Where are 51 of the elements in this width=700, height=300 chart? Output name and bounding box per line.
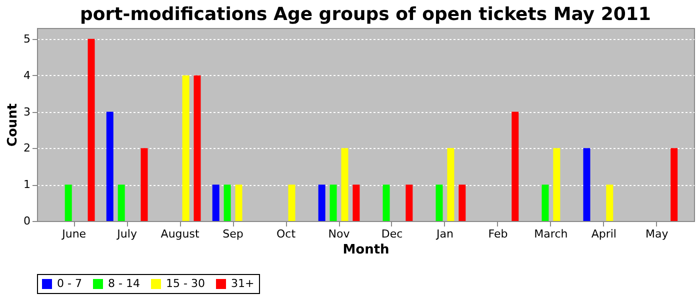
bar [194, 75, 201, 221]
x-tick-label: March [534, 228, 568, 240]
bar [542, 184, 549, 221]
bar [330, 184, 337, 221]
bar [341, 148, 348, 221]
x-axis-title: Month [342, 242, 390, 258]
bar [288, 184, 296, 221]
y-tick-label: 3 [24, 105, 30, 118]
bar [458, 184, 466, 221]
y-tick-label: 5 [24, 32, 30, 46]
x-tick-label: Nov [328, 228, 350, 240]
bar [64, 184, 72, 221]
bar [447, 148, 454, 221]
bar [583, 148, 590, 221]
chart-title: port-modifications Age groups of open tickets May 2011 [80, 4, 651, 25]
bar [382, 184, 390, 221]
bar [352, 184, 360, 221]
bar [182, 75, 190, 221]
bar [88, 38, 95, 221]
bar [106, 112, 114, 221]
bar [670, 148, 678, 221]
legend-label: 15 - 30 [166, 277, 205, 290]
bar [212, 184, 220, 221]
x-tick-label: May [646, 228, 669, 240]
bar [140, 148, 148, 221]
x-tick-label: April [591, 228, 617, 240]
x-tick-label: Sep [222, 228, 244, 240]
bar [406, 184, 413, 221]
legend-label: 31+ [231, 277, 254, 290]
x-tick-label: June [61, 228, 86, 240]
x-tick-label: Jan [435, 228, 454, 240]
y-tick-label: 2 [24, 142, 30, 155]
y-axis-title: Count [6, 103, 20, 147]
y-tick-label: 0 [24, 214, 30, 228]
bar [436, 184, 443, 221]
x-tick-label: July [116, 228, 138, 240]
x-tick-label: Feb [488, 228, 508, 240]
x-tick-label: August [160, 228, 200, 240]
y-tick-label: 4 [24, 68, 30, 82]
bar [318, 184, 326, 221]
x-tick-label: Dec [381, 228, 403, 240]
legend-label: 0 - 7 [57, 277, 82, 290]
bar [512, 112, 519, 221]
bar [553, 148, 560, 221]
x-tick-label: Oct [276, 228, 296, 240]
bar [235, 184, 242, 221]
bar [118, 184, 125, 221]
legend-label: 8 - 14 [108, 277, 140, 290]
bar [224, 184, 231, 221]
y-tick-label: 1 [24, 178, 30, 192]
bar [606, 184, 614, 221]
